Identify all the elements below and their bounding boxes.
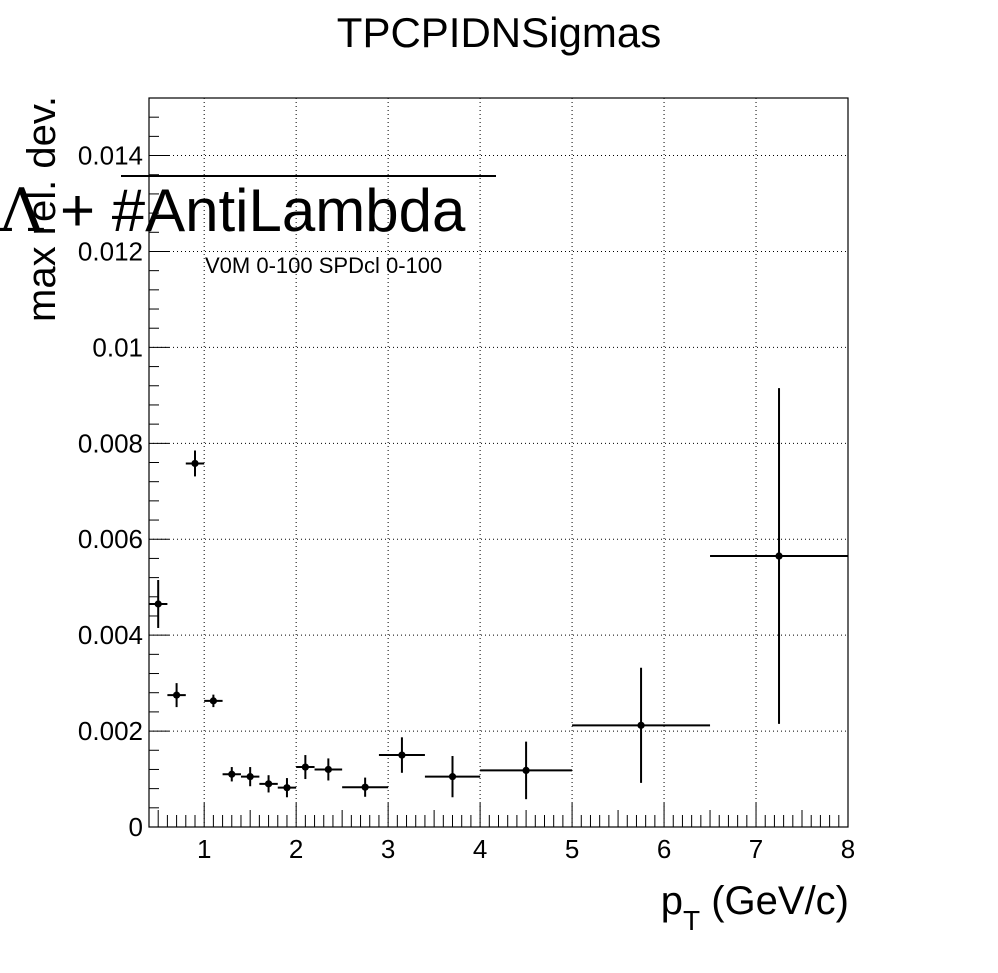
- x-tick-label: 6: [657, 834, 671, 864]
- x-tick-label: 2: [289, 834, 303, 864]
- x-axis-title-unit: (GeV/c): [700, 879, 849, 923]
- legend-symbol: Λ: [0, 176, 44, 246]
- x-tick-label: 1: [197, 834, 211, 864]
- x-tick-label: 7: [749, 834, 763, 864]
- data-marker: [448, 773, 457, 781]
- data-marker: [209, 697, 217, 705]
- data-marker: [361, 783, 369, 791]
- data-point: [240, 767, 260, 787]
- x-axis-title-subscript: T: [683, 905, 700, 936]
- x-axis-title-main: p: [661, 879, 683, 923]
- data-point: [222, 767, 241, 782]
- y-tick-label: 0.014: [78, 141, 143, 171]
- data-marker: [283, 784, 291, 792]
- data-marker: [264, 780, 273, 788]
- data-point: [572, 667, 711, 783]
- data-marker: [522, 766, 530, 775]
- data-marker: [172, 691, 181, 699]
- y-tick-label: 0.008: [78, 428, 143, 458]
- y-tick-label: 0.01: [92, 332, 143, 362]
- legend-entry: Λ + #AntiLambda: [0, 176, 466, 246]
- data-marker: [324, 765, 332, 774]
- data-point: [185, 450, 205, 477]
- y-axis-title: max rel. dev.: [20, 96, 64, 322]
- x-axis-title: pT (GeV/c): [661, 879, 849, 936]
- data-marker: [191, 459, 199, 468]
- data-point: [342, 777, 389, 797]
- y-tick-label: 0.012: [78, 236, 143, 266]
- data-point: [277, 778, 297, 798]
- data-points: [149, 388, 848, 800]
- y-tick-label: 0.002: [78, 716, 143, 746]
- data-marker: [301, 763, 309, 771]
- x-tick-label: 5: [565, 834, 579, 864]
- data-point: [710, 388, 848, 724]
- legend-text: + #AntiLambda: [43, 177, 466, 244]
- x-tick-label: 4: [473, 834, 487, 864]
- x-tick-label: 8: [841, 834, 855, 864]
- data-point: [149, 580, 168, 628]
- data-point: [424, 756, 481, 798]
- selection-annotation: V0M 0-100 SPDcl 0-100: [205, 253, 442, 278]
- x-tick-label: 3: [381, 834, 395, 864]
- data-marker: [154, 600, 162, 608]
- data-marker: [637, 721, 645, 729]
- data-marker: [775, 552, 783, 560]
- data-point: [378, 737, 425, 773]
- x-axis-ticks: 1 2 3 4 5 6 7 8: [157, 803, 855, 864]
- data-marker: [246, 773, 254, 781]
- data-point: [259, 775, 278, 793]
- data-point: [314, 758, 343, 781]
- data-marker: [228, 770, 236, 778]
- data-marker: [398, 751, 406, 759]
- y-tick-label: 0: [129, 812, 143, 842]
- data-point: [204, 694, 223, 708]
- chart-title: TPCPIDNSigmas: [337, 9, 661, 56]
- data-point: [167, 683, 186, 708]
- data-point: [296, 755, 315, 780]
- data-point: [480, 741, 573, 800]
- y-tick-label: 0.006: [78, 524, 143, 554]
- y-axis-ticks: 0 0.002 0.004 0.006 0.008 0.01 0.012 0.014: [78, 97, 169, 842]
- y-tick-label: 0.004: [78, 620, 143, 650]
